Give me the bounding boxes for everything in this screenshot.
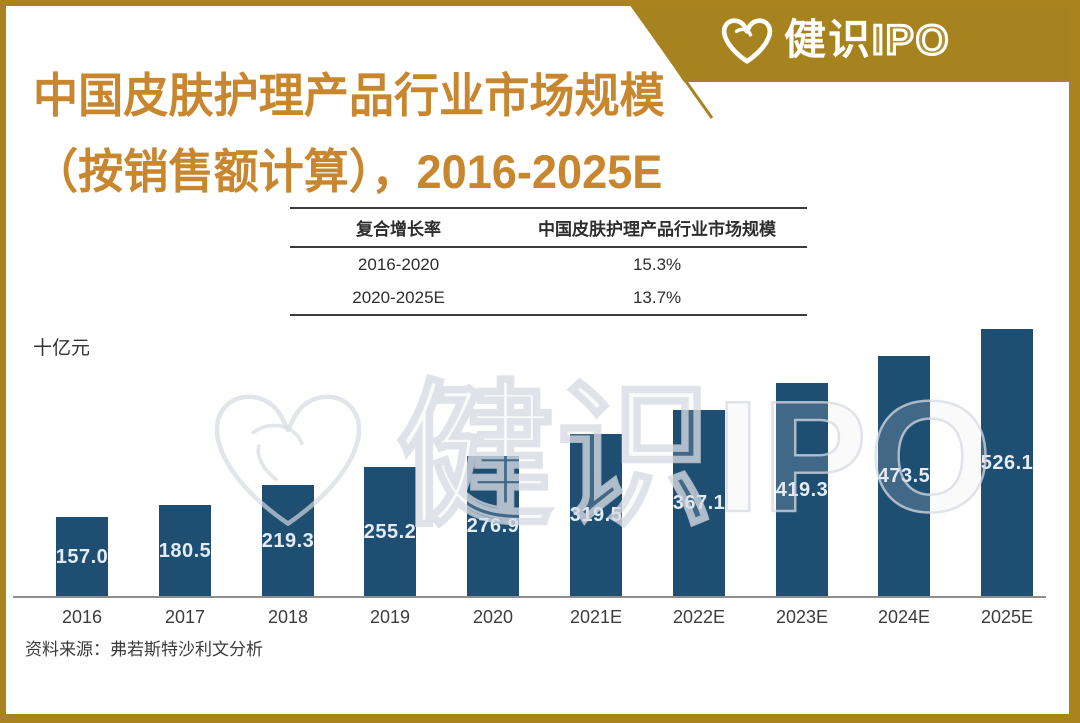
cagr-period-1: 2016-2020 [357,254,440,274]
x-axis-label-2017: 2017 [164,607,206,627]
brand-logo-text-cn: 健识 [784,16,873,63]
bar-2018: 219.3 [262,485,314,597]
bar-2022E: 367.1 [673,410,725,597]
bar-value-label: 419.3 [775,478,829,501]
x-axis-label-2023E: 2023E [775,607,829,627]
bar-2021E: 319.5 [570,434,622,597]
page-title-line2: （按销售额计算），2016-2025E [33,145,663,198]
cagr-table-header-market: 中国皮肤护理产品行业市场规模 [538,220,777,239]
bar-value-label: 276.9 [466,515,520,537]
bar-2025E: 526.1 [981,329,1033,597]
bar-value-label: 157.0 [55,545,109,568]
page-title: 中国皮肤护理产品行业市场规模 （按销售额计算），2016-2025E [33,58,665,210]
source-note: 资料来源：弗若斯特沙利文分析 [25,640,263,659]
bar-2017: 180.5 [159,505,211,597]
bar-2019: 255.2 [364,467,416,597]
banner-diagonal-line [626,0,714,119]
x-axis-label-2020: 2020 [472,607,514,627]
cagr-period-2: 2020-2025E [352,287,445,307]
x-axis-label-2018: 2018 [267,607,309,627]
bar-2023E: 419.3 [776,383,828,597]
bar-value-label: 319.5 [569,504,623,526]
brand-logo-text: 健识IPO [784,14,950,66]
heart-swirl-icon [721,18,773,64]
x-axis-line [13,596,1046,598]
x-axis-label-2024E: 2024E [877,607,931,627]
page-title-line1: 中国皮肤护理产品行业市场规模 [33,69,665,122]
y-axis-unit-label: 十亿元 [33,338,91,359]
x-axis-label-2025E: 2025E [980,607,1034,627]
x-axis-label-2016: 2016 [61,607,103,627]
brand-logo: 健识IPO [718,14,950,66]
x-axis-label-2019: 2019 [369,607,411,627]
bar-value-label: 180.5 [158,539,212,562]
table-row: 2016-2020 15.3% [290,248,807,281]
bar-value-label: 473.5 [877,465,931,487]
bar-value-label: 367.1 [672,492,726,514]
x-axis-label-2022E: 2022E [672,607,726,627]
bar-2024E: 473.5 [878,356,930,597]
bar-value-label: 219.3 [261,529,315,552]
x-axis-label-2021E: 2021E [569,607,623,627]
bar-value-label: 255.2 [363,520,417,543]
cagr-value-2: 13.7% [632,287,682,307]
bar-value-label: 526.1 [980,451,1034,474]
cagr-table-header-row: 复合增长率 中国皮肤护理产品行业市场规模 [290,209,807,248]
bar-2016: 157.0 [56,517,108,597]
cagr-table: 复合增长率 中国皮肤护理产品行业市场规模 2016-2020 15.3% 202… [290,207,807,316]
brand-logo-text-ipo: IPO [871,15,951,65]
table-row: 2020-2025E 13.7% [290,281,807,314]
cagr-value-1: 15.3% [632,254,682,274]
bar-2020: 276.9 [467,456,519,597]
cagr-table-header-growth: 复合增长率 [356,220,442,239]
